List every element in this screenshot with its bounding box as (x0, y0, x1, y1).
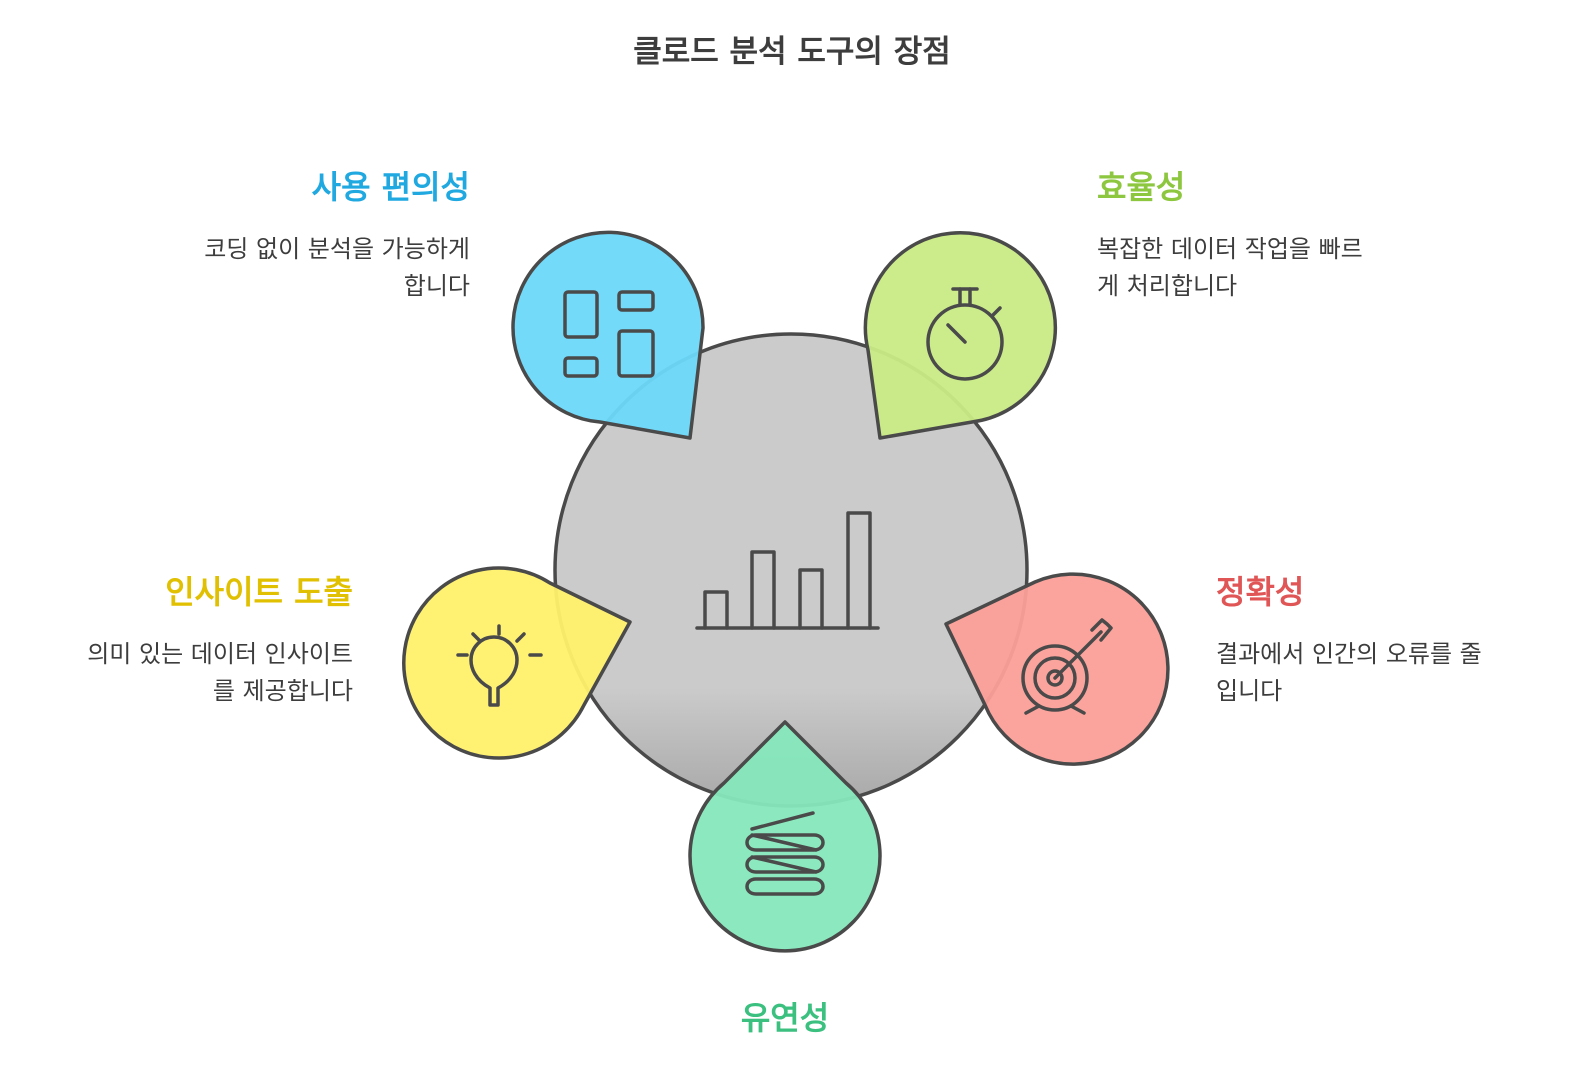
spring-icon (745, 811, 825, 896)
feature-insight-title: 인사이트 도출 (165, 573, 353, 611)
lightbulb-icon (456, 624, 543, 707)
feature-insight-description: 의미 있는 데이터 인사이트 를 제공합니다 (0, 636, 353, 710)
feature-efficiency: 효율성 복잡한 데이터 작업을 빠르 게 처리합니다 (1097, 167, 1437, 305)
feature-accuracy: 정확성 결과에서 인간의 오류를 줄 입니다 (1216, 572, 1556, 710)
feature-flexibility: 유연성 (635, 998, 935, 1038)
feature-efficiency-description: 복잡한 데이터 작업을 빠르 게 처리합니다 (1097, 231, 1437, 305)
feature-accuracy-title: 정확성 (1216, 573, 1305, 611)
feature-efficiency-title: 효율성 (1097, 168, 1186, 206)
petal-accuracy (944, 572, 1170, 766)
feature-accuracy-desc-line1: 결과에서 인간의 오류를 줄 (1216, 640, 1482, 668)
feature-insight: 인사이트 도출 의미 있는 데이터 인사이트 를 제공합니다 (0, 572, 353, 710)
feature-flexibility-title: 유연성 (740, 999, 830, 1037)
page-title: 클로드 분석 도구의 장점 (633, 34, 951, 70)
stopwatch-icon (926, 287, 1004, 381)
feature-ease: 사용 편의성 코딩 없이 분석을 가능하게 합니다 (120, 167, 470, 305)
target-icon (1021, 618, 1113, 715)
feature-insight-desc-line1: 의미 있는 데이터 인사이트 (87, 640, 353, 668)
bar-chart-icon (695, 511, 880, 630)
feature-ease-description: 코딩 없이 분석을 가능하게 합니다 (120, 231, 470, 305)
feature-efficiency-desc-line2: 게 처리합니다 (1097, 272, 1238, 300)
feature-accuracy-description: 결과에서 인간의 오류를 줄 입니다 (1216, 636, 1556, 710)
feature-efficiency-desc-line1: 복잡한 데이터 작업을 빠르 (1097, 235, 1363, 263)
feature-insight-desc-line2: 를 제공합니다 (212, 677, 353, 705)
feature-ease-desc-line1: 코딩 없이 분석을 가능하게 (204, 235, 470, 263)
feature-ease-desc-line2: 합니다 (403, 272, 470, 300)
petal-ease (511, 230, 705, 440)
layout-grid-icon (563, 290, 655, 378)
feature-ease-title: 사용 편의성 (311, 168, 470, 206)
feature-accuracy-desc-line2: 입니다 (1216, 677, 1283, 705)
